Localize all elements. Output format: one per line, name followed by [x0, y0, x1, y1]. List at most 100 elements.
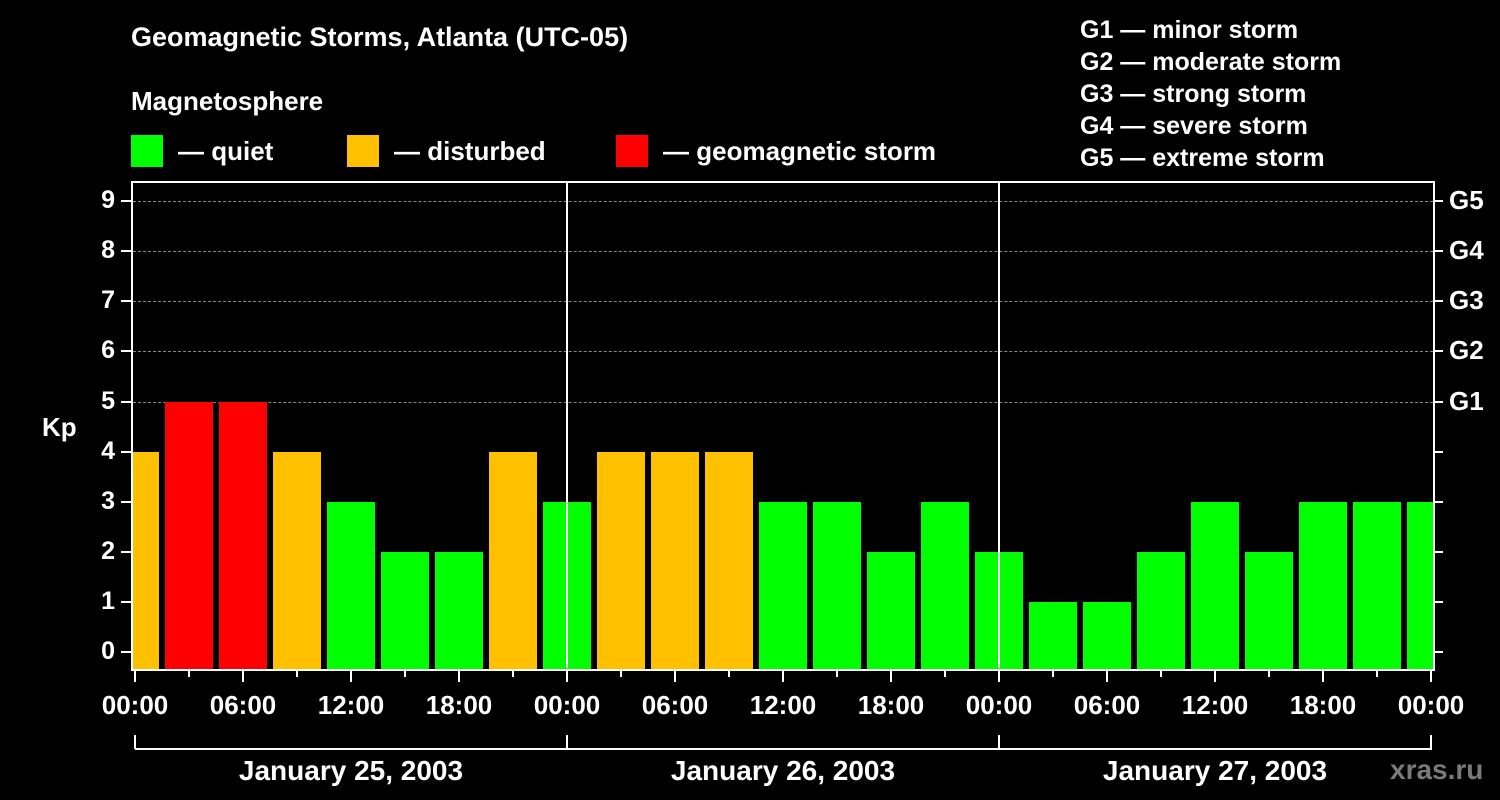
gridline: [133, 351, 1433, 352]
x-tick-label: 00:00: [101, 690, 169, 720]
x-tick-label: 00:00: [965, 690, 1033, 720]
day-label: January 25, 2003: [238, 755, 464, 786]
kp-bar: [1191, 502, 1239, 669]
kp-bar: [1299, 502, 1347, 669]
right-tick: [1433, 200, 1443, 202]
y-tick-label: 3: [101, 487, 115, 515]
right-tick: [1433, 350, 1443, 352]
x-tick-label: 18:00: [1289, 690, 1357, 720]
legend-storm-label: — geomagnetic storm: [663, 135, 937, 166]
x-tick-label: 00:00: [533, 690, 601, 720]
x-tick: [1052, 670, 1054, 677]
right-tick: [1433, 651, 1443, 653]
x-tick: [1160, 670, 1162, 677]
kp-bar: [435, 552, 483, 669]
x-tick-label: 18:00: [425, 690, 493, 720]
g4-legend: G4 — severe storm: [1080, 112, 1308, 140]
kp-bar: [381, 552, 429, 669]
kp-bar: [921, 502, 969, 669]
y-tick-label: 1: [101, 587, 115, 615]
kp-bar: [867, 552, 915, 669]
g-scale-label: G2: [1449, 335, 1484, 365]
kp-bar: [1353, 502, 1401, 669]
gridline: [133, 251, 1433, 252]
y-tick: [121, 651, 131, 653]
x-tick: [944, 670, 946, 677]
y-tick: [121, 551, 131, 553]
kp-bar: [327, 502, 375, 669]
kp-bar: [1137, 552, 1185, 669]
g-scale-label: G3: [1449, 285, 1484, 315]
day-bracket-tick: [998, 735, 1000, 749]
g-scale-label: G4: [1449, 235, 1484, 265]
legend-title: Magnetosphere: [131, 86, 324, 116]
kp-bar: [273, 452, 321, 669]
y-tick-label: 7: [101, 286, 115, 314]
kp-bar: [489, 452, 537, 669]
bars: [133, 183, 1433, 669]
g1-legend: G1 — minor storm: [1080, 16, 1299, 44]
x-tick-label: 00:00: [1397, 690, 1465, 720]
x-tick-label: 18:00: [857, 690, 925, 720]
legend-disturbed-label: — disturbed: [394, 135, 546, 166]
day-separator: [998, 183, 1000, 668]
x-tick: [728, 670, 730, 677]
y-tick: [121, 501, 131, 503]
right-tick: [1433, 401, 1443, 403]
g2-legend: G2 — moderate storm: [1080, 48, 1342, 76]
legend-quiet-label: — quiet: [178, 135, 274, 166]
y-tick: [121, 601, 131, 603]
y-tick: [121, 250, 131, 252]
x-tick: [350, 670, 352, 682]
x-tick: [458, 670, 460, 682]
x-tick: [674, 670, 676, 682]
gridline: [133, 201, 1433, 202]
legend-storm: — geomagnetic storm: [616, 135, 936, 167]
kp-bar: [705, 452, 753, 669]
x-tick: [242, 670, 244, 682]
chart-title: Geomagnetic Storms, Atlanta (UTC-05): [131, 22, 629, 52]
x-tick-label: 12:00: [749, 690, 817, 720]
kp-bar: [1245, 552, 1293, 669]
right-tick: [1433, 451, 1443, 453]
y-tick-label: 2: [101, 537, 115, 565]
day-bracket-tick: [134, 735, 136, 749]
day-bracket-tick: [1430, 735, 1432, 749]
kp-bar: [219, 402, 267, 669]
x-tick: [836, 670, 838, 677]
x-tick: [404, 670, 406, 677]
x-tick: [1268, 670, 1270, 677]
g5-legend: G5 — extreme storm: [1080, 144, 1325, 172]
day-bracket-tick: [566, 735, 568, 749]
x-tick: [1106, 670, 1108, 682]
storm-swatch: [616, 135, 648, 167]
kp-bar: [597, 452, 645, 669]
gridline: [133, 301, 1433, 302]
y-tick: [121, 451, 131, 453]
x-tick: [566, 670, 568, 682]
day-separator: [566, 183, 568, 668]
kp-bar: [813, 502, 861, 669]
x-tick: [1214, 670, 1216, 682]
y-tick: [121, 350, 131, 352]
x-tick-label: 12:00: [1181, 690, 1249, 720]
x-tick: [1376, 670, 1378, 677]
gridline: [133, 402, 1433, 403]
x-tick-label: 06:00: [209, 690, 277, 720]
legend-quiet: — quiet: [131, 135, 273, 167]
x-tick: [998, 670, 1000, 682]
day-label: January 27, 2003: [1102, 755, 1328, 786]
x-tick: [1322, 670, 1324, 682]
y-tick-label: 4: [101, 437, 115, 465]
right-tick: [1433, 501, 1443, 503]
kp-bar: [1407, 502, 1433, 669]
x-tick: [890, 670, 892, 682]
y-tick: [121, 200, 131, 202]
y-tick: [121, 401, 131, 403]
right-tick: [1433, 551, 1443, 553]
right-tick: [1433, 250, 1443, 252]
x-tick: [188, 670, 190, 677]
x-tick: [512, 670, 514, 677]
y-tick-label: 0: [101, 637, 115, 665]
x-tick-label: 06:00: [1073, 690, 1141, 720]
